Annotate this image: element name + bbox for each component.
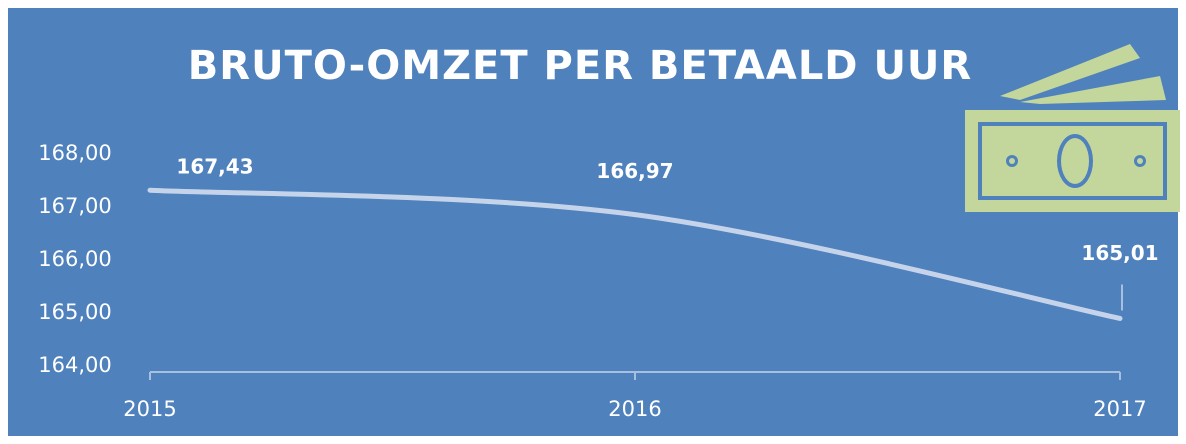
data-label: 165,01 [1081,241,1158,265]
line-series [147,187,1123,321]
x-tick-label: 2016 [608,397,661,421]
y-tick-label: 167,00 [38,194,111,218]
y-tick-label: 168,00 [38,141,111,165]
data-label: 166,97 [596,159,673,183]
x-tick-label: 2017 [1093,397,1146,421]
money-icon [965,44,1180,212]
y-tick-label: 166,00 [38,247,111,271]
y-tick-label: 164,00 [38,353,111,377]
chart-title: BRUTO-OMZET PER BETAALD UUR [188,43,972,89]
data-label: 167,43 [176,155,253,179]
y-tick-label: 165,00 [38,300,111,324]
chart-background [8,8,1178,436]
x-tick-label: 2015 [123,397,176,421]
